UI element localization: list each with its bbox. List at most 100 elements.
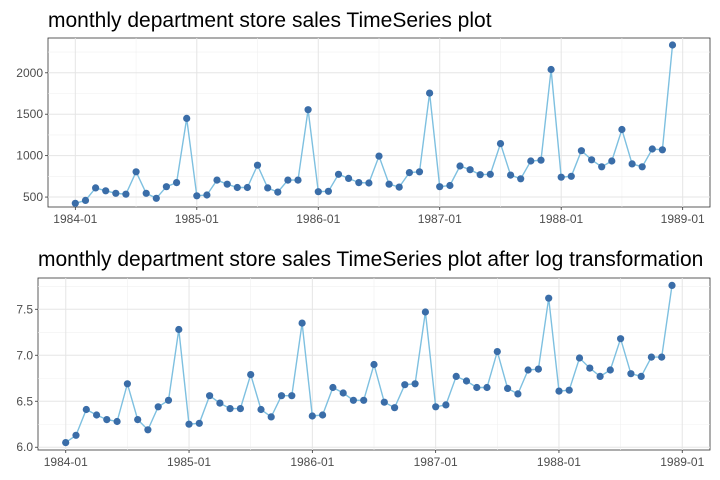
data-point bbox=[466, 166, 474, 174]
data-point bbox=[426, 89, 434, 97]
x-tick-label: 1984-01 bbox=[53, 212, 97, 226]
data-point bbox=[385, 180, 393, 188]
data-point bbox=[395, 183, 403, 191]
data-point bbox=[339, 389, 347, 397]
data-point bbox=[288, 392, 296, 400]
data-point bbox=[112, 189, 120, 197]
data-point bbox=[507, 171, 515, 179]
data-point bbox=[216, 399, 224, 407]
data-point bbox=[360, 396, 368, 404]
x-tick-label: 1984-01 bbox=[44, 455, 88, 469]
data-point bbox=[264, 184, 272, 192]
data-point bbox=[175, 325, 183, 334]
data-point bbox=[617, 335, 625, 343]
chart-title: monthly department store sales TimeSerie… bbox=[38, 248, 703, 271]
data-point bbox=[370, 360, 378, 369]
data-point bbox=[375, 152, 383, 160]
data-point bbox=[628, 160, 636, 168]
data-point bbox=[253, 161, 262, 169]
data-point bbox=[274, 188, 282, 196]
data-series bbox=[62, 281, 676, 447]
data-point bbox=[247, 371, 255, 379]
data-point bbox=[236, 405, 244, 413]
data-point bbox=[476, 171, 484, 179]
data-point bbox=[314, 188, 322, 196]
data-point bbox=[380, 398, 388, 406]
data-point bbox=[401, 381, 409, 389]
data-point bbox=[257, 405, 265, 414]
data-point bbox=[132, 168, 140, 176]
data-point bbox=[504, 384, 512, 392]
data-point bbox=[267, 413, 275, 421]
data-point bbox=[473, 383, 481, 392]
x-tick-label: 1987-01 bbox=[414, 455, 458, 469]
data-point bbox=[647, 353, 656, 361]
data-point bbox=[627, 370, 635, 378]
data-point bbox=[233, 183, 241, 192]
data-point bbox=[658, 146, 667, 154]
y-tick-label: 500 bbox=[23, 190, 43, 204]
axis-ticks: 500 1000 1500 2000 1984-01 1985-01 1986-01 1987… bbox=[16, 66, 705, 226]
data-point bbox=[486, 170, 494, 178]
data-point bbox=[183, 114, 191, 122]
y-tick-label: 1000 bbox=[16, 149, 43, 163]
y-tick-label: 6.0 bbox=[16, 440, 33, 454]
data-point bbox=[243, 183, 251, 192]
data-point bbox=[436, 183, 444, 191]
data-point bbox=[324, 187, 332, 195]
data-point bbox=[637, 372, 645, 380]
data-point bbox=[203, 191, 211, 199]
y-tick-label: 2000 bbox=[16, 66, 43, 80]
data-point bbox=[345, 174, 353, 182]
data-point bbox=[319, 411, 327, 419]
data-point bbox=[142, 189, 150, 197]
data-point bbox=[496, 140, 505, 148]
x-tick-label: 1985-01 bbox=[175, 212, 219, 226]
series-line bbox=[75, 44, 674, 204]
data-point bbox=[308, 412, 316, 420]
data-point bbox=[206, 392, 214, 400]
data-point bbox=[349, 396, 357, 404]
data-point bbox=[93, 411, 101, 419]
data-point bbox=[103, 416, 111, 424]
data-point bbox=[534, 365, 543, 373]
data-point bbox=[144, 426, 152, 434]
x-tick-label: 1986-01 bbox=[296, 212, 340, 226]
data-point bbox=[565, 386, 573, 394]
x-tick-label: 1988-01 bbox=[537, 455, 581, 469]
data-point bbox=[596, 372, 604, 380]
data-point bbox=[517, 175, 525, 183]
data-point bbox=[102, 187, 110, 195]
data-point bbox=[575, 354, 584, 362]
data-point bbox=[154, 403, 162, 411]
data-point bbox=[638, 163, 646, 171]
y-tick-label: 7.5 bbox=[16, 302, 33, 316]
data-point bbox=[493, 348, 501, 356]
y-tick-label: 1500 bbox=[16, 107, 43, 121]
data-point bbox=[567, 172, 575, 180]
data-point bbox=[608, 157, 616, 165]
data-point bbox=[164, 396, 173, 404]
data-point bbox=[421, 308, 429, 316]
data-point bbox=[134, 416, 142, 424]
y-tick-label: 6.5 bbox=[16, 394, 33, 408]
data-point bbox=[598, 163, 606, 171]
data-point bbox=[432, 403, 440, 411]
grid-lines bbox=[47, 37, 711, 208]
x-tick-label: 1989-01 bbox=[660, 455, 704, 469]
data-point bbox=[185, 420, 193, 428]
data-point bbox=[277, 392, 286, 400]
data-point bbox=[355, 179, 363, 187]
data-point bbox=[226, 405, 234, 413]
data-point bbox=[452, 372, 460, 380]
data-point bbox=[606, 366, 614, 374]
axis-ticks: 6.0 6.5 7.0 7.5 1984-01 1985-01 1986-01 1987-01… bbox=[16, 302, 704, 469]
data-point bbox=[537, 156, 545, 164]
data-point bbox=[195, 419, 203, 427]
data-point bbox=[365, 179, 373, 187]
data-point bbox=[648, 145, 656, 153]
data-point bbox=[71, 199, 79, 207]
x-tick-label: 1986-01 bbox=[290, 455, 334, 469]
data-point bbox=[391, 404, 399, 412]
